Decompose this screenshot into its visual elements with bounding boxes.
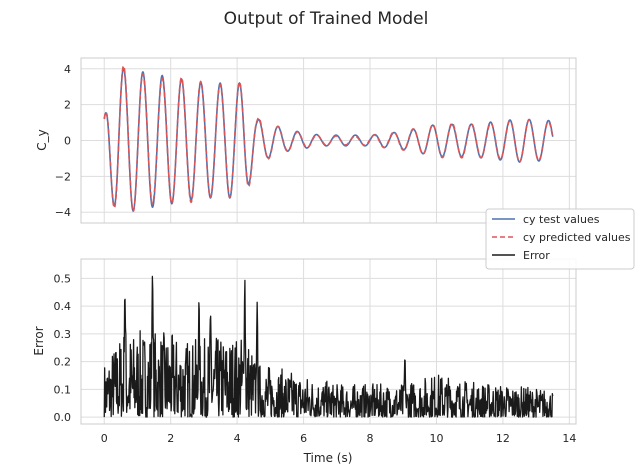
y-tick-label-4: 0.4: [54, 300, 72, 313]
top-axes-frame: [80, 57, 577, 224]
y-tick-label-3: 2: [64, 99, 71, 112]
series-line-predicted: [103, 64, 554, 213]
x-tick-label-4: 8: [367, 432, 374, 445]
x-tick-label-0: 0: [101, 432, 108, 445]
y-tick-label-0: −4: [55, 206, 71, 219]
y-tick-label-0: 0.0: [54, 411, 72, 424]
x-tick-label-5: 10: [429, 432, 443, 445]
chart-title: Output of Trained Model: [224, 9, 429, 29]
y-tick-label-1: −2: [55, 170, 71, 183]
x-axis-label: Time (s): [303, 451, 353, 465]
y-tick-label-3: 0.3: [54, 328, 72, 341]
y-tick-label-4: 4: [64, 63, 71, 76]
y-tick-label-2: 0: [64, 135, 71, 148]
legend-label-predicted: cy predicted values: [523, 231, 631, 244]
x-tick-label-2: 4: [234, 432, 241, 445]
bottom-panel: 0.0 0.1 0.2 0.3 0.4 0.5 0 2 4 6 8 10 12 14 Error Tim…: [32, 258, 577, 465]
top-series: [103, 64, 554, 213]
y-tick-label-2: 0.2: [54, 356, 72, 369]
x-tick-label-6: 12: [496, 432, 510, 445]
bottom-series: [103, 275, 554, 418]
series-line-error: [103, 275, 554, 418]
x-ticks: 0 2 4 6 8 10 12 14: [101, 432, 577, 445]
legend-label-error: Error: [523, 249, 550, 262]
y-tick-label-5: 0.5: [54, 272, 72, 285]
legend-label-test: cy test values: [523, 213, 600, 226]
x-tick-label-3: 6: [300, 432, 307, 445]
top-yticks: −4 −2 0 2 4: [55, 63, 71, 219]
x-tick-label-7: 14: [562, 432, 576, 445]
top-ylabel: C_y: [35, 129, 49, 150]
legend-box: [485, 208, 635, 270]
bottom-ylabel: Error: [32, 326, 46, 355]
bottom-axes-frame: [80, 258, 577, 425]
series-line-test: [103, 67, 554, 212]
x-tick-label-1: 2: [167, 432, 174, 445]
top-grid: [81, 58, 576, 223]
legend: cy test values cy predicted values Error: [485, 208, 635, 270]
y-tick-label-1: 0.1: [54, 383, 72, 396]
top-panel: −4 −2 0 2 4 C_y: [35, 57, 577, 224]
bottom-yticks: 0.0 0.1 0.2 0.3 0.4 0.5: [54, 272, 72, 424]
